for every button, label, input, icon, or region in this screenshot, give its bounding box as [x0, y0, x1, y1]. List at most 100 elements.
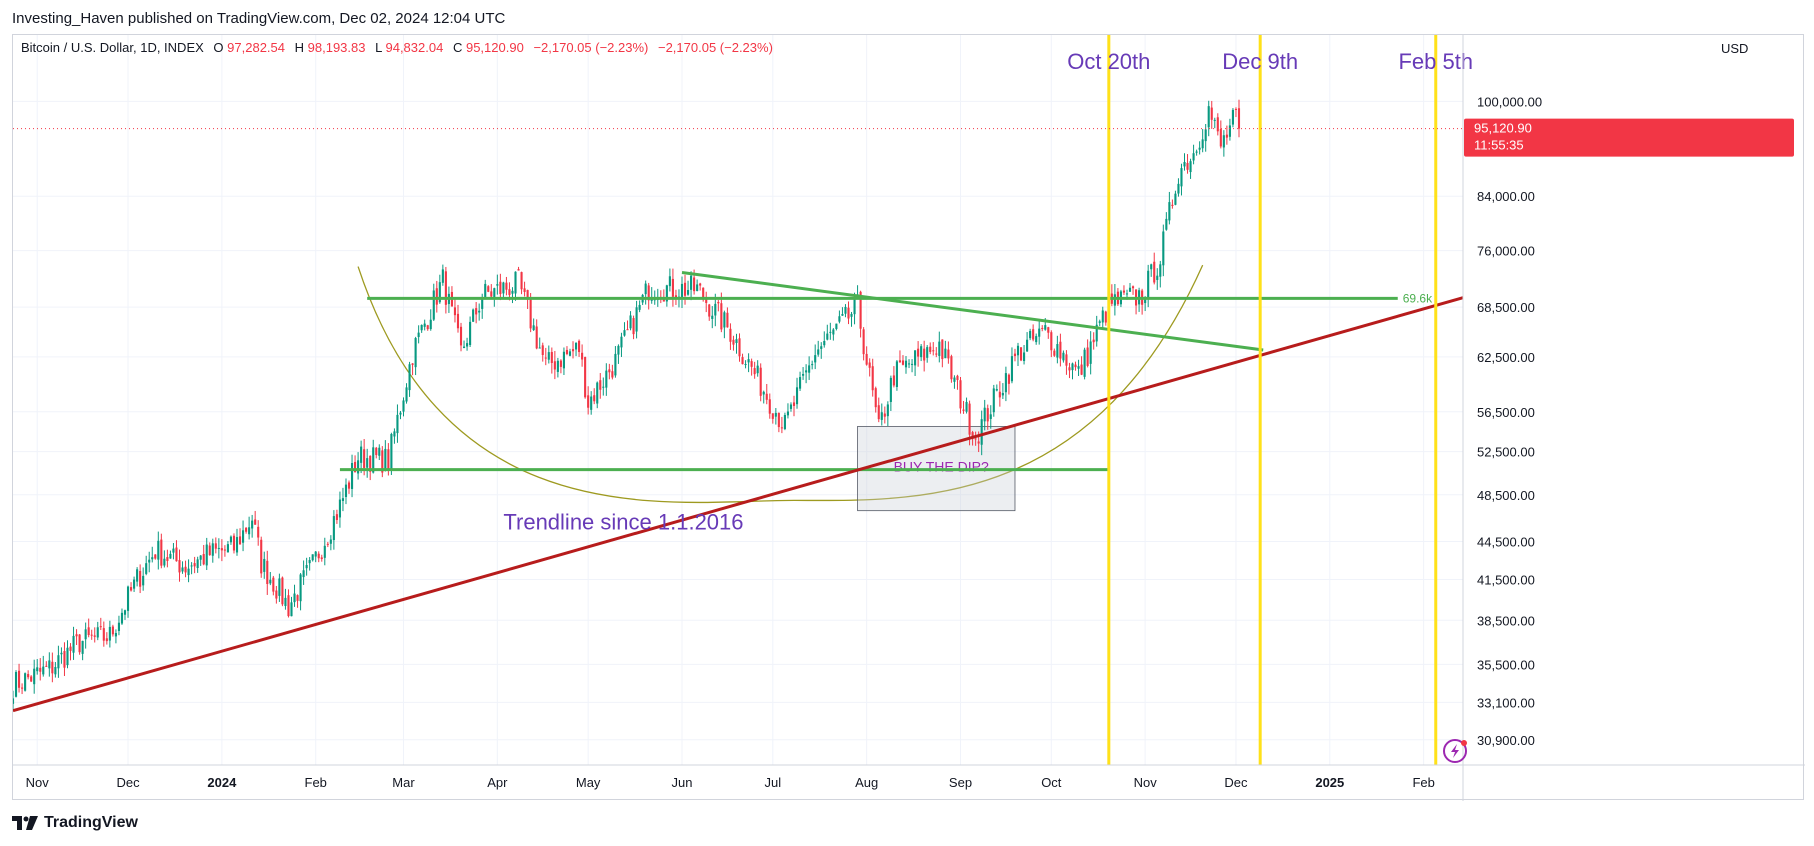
candle-body — [596, 382, 599, 404]
candle-body — [559, 360, 562, 367]
candle-body — [372, 447, 375, 473]
tradingview-logo[interactable]: TradingView — [12, 814, 138, 832]
candle-body — [541, 345, 544, 356]
candle-body — [196, 559, 199, 569]
candle-body — [1204, 129, 1207, 142]
candle-body — [1171, 204, 1174, 206]
candle-body — [668, 276, 671, 287]
candle-body — [1153, 261, 1156, 283]
candle-body — [1234, 108, 1238, 110]
candle-body — [1104, 311, 1107, 323]
candle-body — [13, 698, 15, 704]
candle-body — [1228, 125, 1231, 137]
candle-body — [877, 405, 880, 420]
candle-body — [1216, 117, 1219, 132]
chart-frame[interactable]: BUY THE DIP? 69.6k Trendline since 1.1.20… — [12, 34, 1805, 801]
candle-body — [223, 549, 226, 551]
candle-body — [1201, 139, 1204, 149]
price-tick: 56,500.00 — [1477, 405, 1535, 420]
candle-body — [390, 434, 393, 471]
candle-body — [617, 345, 620, 355]
candle-body — [1010, 356, 1014, 382]
buy-the-dip-label: BUY THE DIP? — [894, 458, 989, 474]
price-axis[interactable]: 100,000.00 84,000.00 76,000.00 68,500.00 62,… — [1462, 35, 1794, 801]
candle-body — [245, 527, 248, 532]
candle-body — [54, 666, 57, 675]
candle-body — [1213, 119, 1216, 121]
candle-body — [139, 570, 142, 587]
candle-body — [826, 333, 829, 340]
price-tick: 30,900.00 — [1477, 733, 1535, 748]
drawings-front-layer: 69.6k Trendline since 1.1.2016 Oct 20th Dec… — [13, 35, 1473, 765]
lightning-icon[interactable] — [1443, 739, 1467, 763]
candle-body — [977, 441, 980, 444]
candle-body — [1080, 364, 1083, 375]
candle-body — [1044, 325, 1047, 330]
candle-body — [1029, 330, 1032, 339]
candle-body — [959, 380, 962, 409]
candle-body — [768, 399, 771, 414]
currency-selector[interactable]: USD — [1721, 41, 1748, 56]
candle-body — [157, 540, 160, 560]
candle-body — [1062, 352, 1065, 361]
candle-body — [1013, 353, 1017, 357]
price-tick: 52,500.00 — [1477, 445, 1535, 460]
candle-body — [665, 285, 668, 302]
candle-body — [611, 371, 614, 378]
candle-body — [314, 551, 317, 557]
candle-body — [129, 587, 133, 591]
candle-body — [1189, 161, 1192, 173]
candle-body — [1162, 231, 1165, 266]
candle-body — [717, 301, 720, 304]
candle-body — [208, 545, 211, 556]
candle-body — [175, 547, 178, 562]
candle-body — [644, 283, 647, 295]
price-tick: 84,000.00 — [1477, 189, 1535, 204]
candle-body — [72, 635, 75, 653]
candle-body — [1098, 321, 1101, 323]
candle-body — [823, 340, 826, 346]
candle-body — [874, 388, 877, 408]
candle-body — [248, 527, 251, 535]
candle-body — [323, 545, 326, 558]
candle-body — [296, 595, 299, 601]
ohlc-h-value: 98,193.83 — [308, 40, 366, 55]
candle-body — [369, 455, 372, 472]
last-price-badge — [1464, 118, 1794, 157]
candle-body — [929, 346, 932, 352]
candle-body — [363, 449, 366, 468]
candle-body — [399, 412, 402, 415]
time-axis[interactable]: Nov Dec 2024 Feb Mar Apr May Jun Jul Aug Sep Oct Nov… — [13, 764, 1805, 790]
candle-body — [311, 554, 314, 561]
candle-body — [414, 338, 417, 368]
candle-body — [765, 393, 768, 400]
candle-body — [235, 537, 239, 553]
price-chart[interactable]: BUY THE DIP? 69.6k Trendline since 1.1.20… — [13, 35, 1805, 801]
candle-body — [674, 295, 678, 299]
candle-body — [635, 307, 638, 332]
candle-body — [320, 557, 323, 560]
candle-body — [420, 325, 423, 331]
candle-body — [350, 462, 354, 489]
candle-body — [989, 414, 992, 419]
cup-arc — [357, 264, 1204, 504]
candle-body — [920, 346, 923, 358]
candle-body — [904, 360, 908, 368]
candle-body — [950, 356, 953, 380]
candle-body — [780, 427, 783, 429]
candle-body — [402, 400, 405, 412]
candle-body — [293, 593, 296, 603]
candle-body — [974, 438, 977, 440]
candle-body — [741, 357, 744, 365]
time-tick: Jun — [672, 775, 693, 790]
candle-body — [774, 412, 777, 417]
candle-body — [57, 655, 60, 669]
candle-body — [847, 307, 850, 319]
candle-body — [638, 304, 641, 310]
candle-body — [1168, 202, 1171, 221]
candle-body — [1198, 147, 1201, 150]
candle-body — [550, 352, 553, 363]
candle-body — [490, 291, 493, 297]
candle-body — [484, 283, 487, 299]
candle-body — [1092, 339, 1095, 343]
